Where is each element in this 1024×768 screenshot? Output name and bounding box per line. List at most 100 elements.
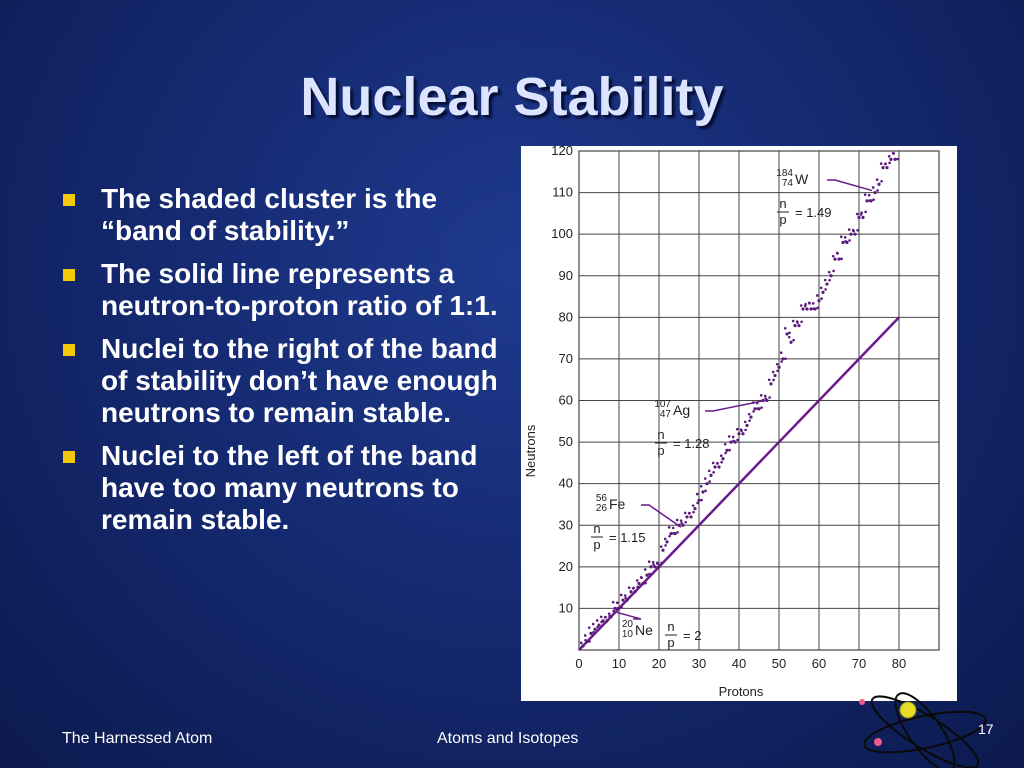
bullet-text: Nuclei to the left of the band have too … bbox=[101, 440, 478, 535]
stable-nucleus-point bbox=[840, 257, 843, 261]
y-tick-label: 80 bbox=[559, 309, 573, 324]
stable-nucleus-point bbox=[791, 319, 795, 323]
stable-nucleus-point bbox=[697, 498, 701, 502]
annotation-leader-line bbox=[616, 611, 642, 620]
stable-nucleus-point bbox=[648, 572, 651, 576]
stable-nucleus-point bbox=[780, 360, 783, 363]
stable-nucleus-point bbox=[709, 473, 713, 477]
stable-nucleus-point bbox=[720, 460, 723, 464]
stable-nucleus-point bbox=[845, 240, 849, 245]
x-tick-label: 70 bbox=[852, 656, 866, 671]
stable-nucleus-point bbox=[673, 531, 677, 536]
stable-nucleus-point bbox=[649, 565, 653, 569]
x-tick-label: 0 bbox=[575, 656, 582, 671]
stability-chart: 0 10 20 30 40 50 60 70 80 10 20 30 40 50 60 70 80 90 100 11… bbox=[521, 146, 957, 701]
stable-nucleus-point bbox=[737, 432, 741, 436]
stable-nucleus-point bbox=[635, 579, 639, 582]
stable-nucleus-point bbox=[767, 378, 771, 382]
stable-nucleus-point bbox=[599, 615, 603, 619]
bullet-item: Nuclei to the right of the band of stabi… bbox=[62, 333, 502, 429]
y-tick-label: 50 bbox=[559, 434, 573, 449]
stable-nucleus-point bbox=[591, 622, 595, 626]
stable-nucleus-point bbox=[605, 619, 609, 623]
stable-nucleus-point bbox=[663, 537, 667, 541]
y-tick-label: 120 bbox=[551, 146, 573, 158]
stable-nucleus-point bbox=[805, 307, 809, 311]
stable-nucleus-point bbox=[581, 644, 585, 648]
stable-nucleus-point bbox=[724, 451, 727, 455]
stable-nucleus-point bbox=[653, 565, 657, 569]
ratio-value: = 1.49 bbox=[795, 205, 832, 220]
isotope-mass-number: 20 bbox=[622, 619, 634, 630]
stable-nucleus-point bbox=[792, 338, 795, 342]
stable-nucleus-point bbox=[743, 420, 747, 424]
stable-nucleus-point bbox=[611, 600, 615, 604]
stable-nucleus-point bbox=[695, 492, 699, 496]
stable-nucleus-point bbox=[885, 166, 889, 170]
stable-nucleus-point bbox=[865, 199, 869, 203]
stable-nucleus-point bbox=[664, 544, 667, 547]
ratio-value: = 1.15 bbox=[609, 530, 646, 545]
stable-nucleus-point bbox=[665, 540, 669, 544]
isotope-symbol: Ag bbox=[673, 402, 690, 418]
stable-nucleus-point bbox=[773, 373, 777, 378]
stable-nucleus-point bbox=[717, 465, 721, 469]
stable-nucleus-point bbox=[701, 490, 705, 494]
stable-nucleus-point bbox=[692, 510, 695, 514]
stable-nucleus-point bbox=[777, 365, 781, 369]
x-tick-label: 20 bbox=[652, 656, 666, 671]
stable-nucleus-point bbox=[587, 626, 591, 629]
stable-nucleus-point bbox=[872, 198, 875, 201]
isotope-mass-number: 56 bbox=[596, 493, 608, 504]
stable-nucleus-point bbox=[793, 324, 797, 328]
stable-nucleus-point bbox=[739, 428, 743, 432]
stable-nucleus-point bbox=[881, 166, 885, 170]
stable-nucleus-point bbox=[705, 482, 709, 486]
stable-nucleus-point bbox=[736, 438, 739, 442]
stable-nucleus-point bbox=[759, 394, 763, 397]
stable-nucleus-point bbox=[803, 304, 807, 308]
stable-nucleus-point bbox=[593, 627, 597, 631]
stable-nucleus-point bbox=[619, 593, 623, 597]
stable-nucleus-point bbox=[831, 254, 835, 258]
stable-nucleus-point bbox=[861, 215, 865, 220]
stable-nucleus-point bbox=[768, 396, 771, 399]
stable-nucleus-point bbox=[637, 581, 641, 586]
stable-nucleus-point bbox=[820, 297, 823, 300]
stable-nucleus-point bbox=[819, 286, 823, 290]
stable-nucleus-point bbox=[699, 485, 703, 488]
stable-nucleus-point bbox=[693, 507, 697, 511]
y-tick-label: 30 bbox=[559, 517, 573, 532]
stable-nucleus-point bbox=[651, 560, 655, 564]
stable-nucleus-point bbox=[829, 274, 833, 278]
stable-nucleus-point bbox=[837, 257, 841, 261]
stable-nucleus-point bbox=[628, 595, 631, 599]
stable-nucleus-point bbox=[813, 307, 817, 311]
stable-nucleus-point bbox=[579, 641, 583, 645]
y-tick-label: 60 bbox=[559, 393, 573, 408]
stable-nucleus-point bbox=[700, 498, 703, 502]
slide-title: Nuclear Stability bbox=[300, 67, 724, 127]
stable-nucleus-point bbox=[620, 605, 623, 609]
y-tick-label: 100 bbox=[551, 226, 573, 241]
stable-nucleus-point bbox=[763, 394, 767, 398]
stable-nucleus-point bbox=[853, 232, 857, 236]
isotope-mass-number: 184 bbox=[776, 168, 793, 179]
annotation-leader-line bbox=[641, 504, 682, 528]
stable-nucleus-point bbox=[613, 606, 617, 611]
stable-nucleus-point bbox=[851, 228, 855, 232]
stable-nucleus-point bbox=[719, 454, 723, 458]
stable-nucleus-point bbox=[689, 515, 693, 519]
stable-nucleus-point bbox=[809, 307, 813, 311]
stable-nucleus-point bbox=[825, 282, 829, 286]
stable-nucleus-point bbox=[883, 162, 887, 166]
stable-nucleus-point bbox=[745, 423, 749, 428]
stable-nucleus-point bbox=[875, 178, 879, 181]
stable-nucleus-point bbox=[667, 526, 671, 529]
stable-nucleus-point bbox=[707, 469, 711, 473]
stable-nucleus-point bbox=[623, 594, 627, 597]
stable-nucleus-point bbox=[764, 397, 767, 400]
stable-nucleus-point bbox=[679, 519, 683, 522]
stable-nucleus-point bbox=[765, 398, 769, 403]
page-number: 17 bbox=[978, 721, 994, 737]
